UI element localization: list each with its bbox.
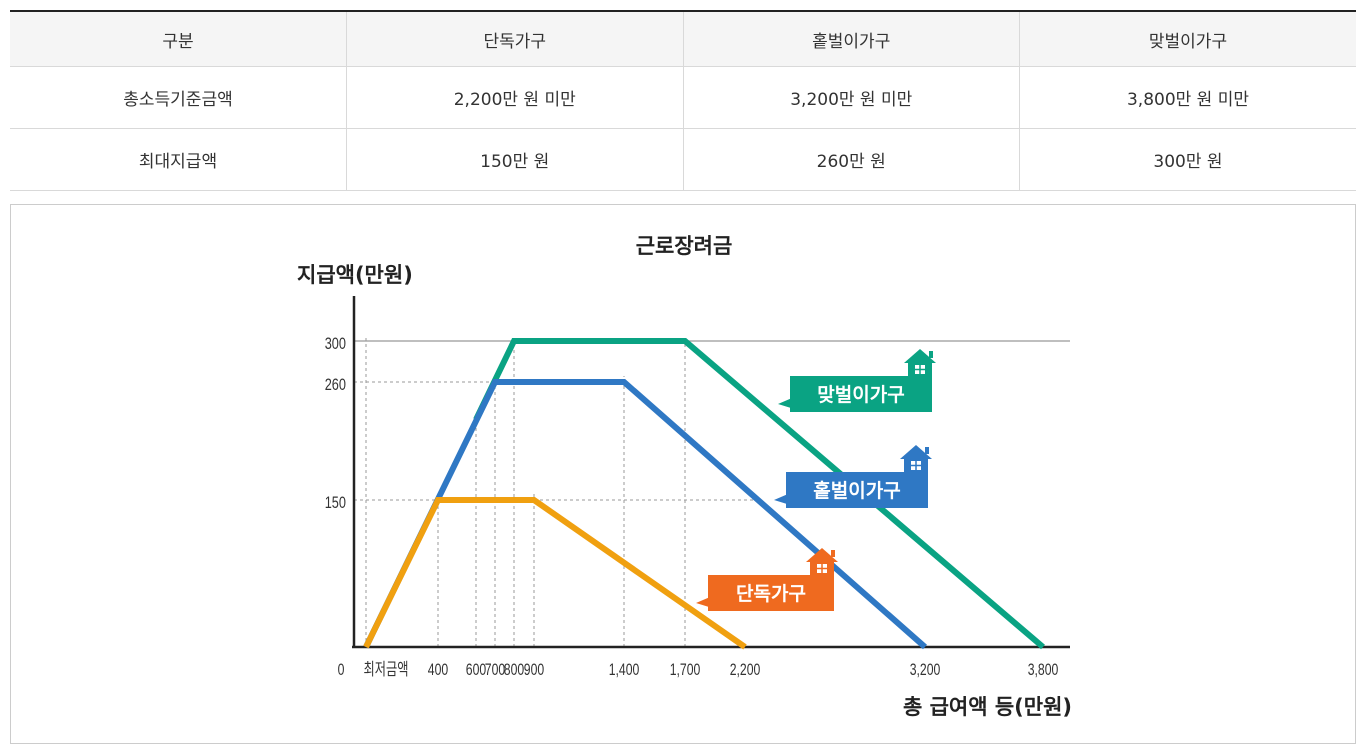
table-row: 총소득기준금액 2,200만 원 미만 3,200만 원 미만 3,800만 원…	[10, 66, 1356, 129]
series-label-홑벌이가구: 홑벌이가구	[774, 445, 932, 508]
x-tick-label: 900	[524, 661, 544, 679]
house-chimney	[929, 351, 933, 358]
house-chimney	[925, 447, 929, 454]
table-cell: 260만 원	[683, 128, 1020, 191]
series-label-text: 맞벌이가구	[817, 384, 904, 406]
house-icon	[900, 445, 932, 473]
series-label-text: 홑벌이가구	[813, 479, 900, 502]
x-tick-label: 1,700	[670, 661, 701, 679]
table-cell: 2,200만 원 미만	[346, 66, 684, 129]
label-box	[786, 472, 928, 508]
series-label-맞벌이가구: 맞벌이가구	[778, 349, 936, 412]
x-tick-label: 400	[428, 661, 448, 679]
table-row: 최대지급액 150만 원 260만 원 300만 원	[10, 128, 1356, 191]
table-header-cell: 단독가구	[346, 11, 684, 67]
table-header-row: 구분 단독가구 홑벌이가구 맞벌이가구	[10, 11, 1356, 67]
house-roof	[900, 445, 932, 459]
house-roof	[806, 548, 838, 562]
table-header-cell: 홑벌이가구	[683, 11, 1020, 67]
table-cell: 3,200만 원 미만	[683, 66, 1020, 129]
table-header-cell: 맞벌이가구	[1019, 11, 1356, 67]
house-roof	[904, 349, 936, 363]
y-tick-label: 260	[325, 375, 346, 394]
x-tick-label: 0	[338, 661, 345, 679]
table-cell: 3,800만 원 미만	[1019, 66, 1356, 129]
series-label-단독가구: 단독가구	[696, 548, 838, 611]
house-icon	[904, 349, 936, 377]
x-tick-label: 800	[504, 661, 524, 679]
x-tick-label: 2,200	[730, 661, 761, 679]
table-cell: 최대지급액	[10, 128, 347, 191]
income-criteria-table: 구분 단독가구 홑벌이가구 맞벌이가구 총소득기준금액 2,200만 원 미만 …	[10, 10, 1356, 191]
house-chimney	[831, 550, 835, 557]
chart-container	[10, 204, 1356, 744]
y-tick-label: 150	[325, 493, 346, 512]
label-box	[708, 575, 834, 611]
series-label-text: 단독가구	[736, 583, 806, 605]
table-cell: 총소득기준금액	[10, 66, 347, 129]
y-axis-label: 지급액(만원)	[297, 263, 413, 287]
label-box	[790, 376, 932, 412]
house-icon	[806, 548, 838, 576]
x-tick-label: 3,200	[910, 661, 941, 679]
x-tick-label: 3,800	[1028, 661, 1059, 679]
y-tick-label: 300	[325, 334, 346, 353]
chart-title: 근로장려금	[636, 234, 733, 258]
x-tick-label: 1,400	[609, 661, 640, 679]
x-tick-label: 최저금액	[364, 660, 409, 680]
table-header-cell: 구분	[10, 11, 347, 67]
series-line	[363, 379, 927, 650]
table-cell: 300만 원	[1019, 128, 1356, 191]
x-tick-label: 700	[485, 661, 505, 679]
x-tick-label: 600	[466, 661, 486, 679]
x-axis-label: 총 급여액 등(만원)	[903, 695, 1072, 719]
series-line	[363, 497, 747, 650]
table-cell: 150만 원	[346, 128, 684, 191]
